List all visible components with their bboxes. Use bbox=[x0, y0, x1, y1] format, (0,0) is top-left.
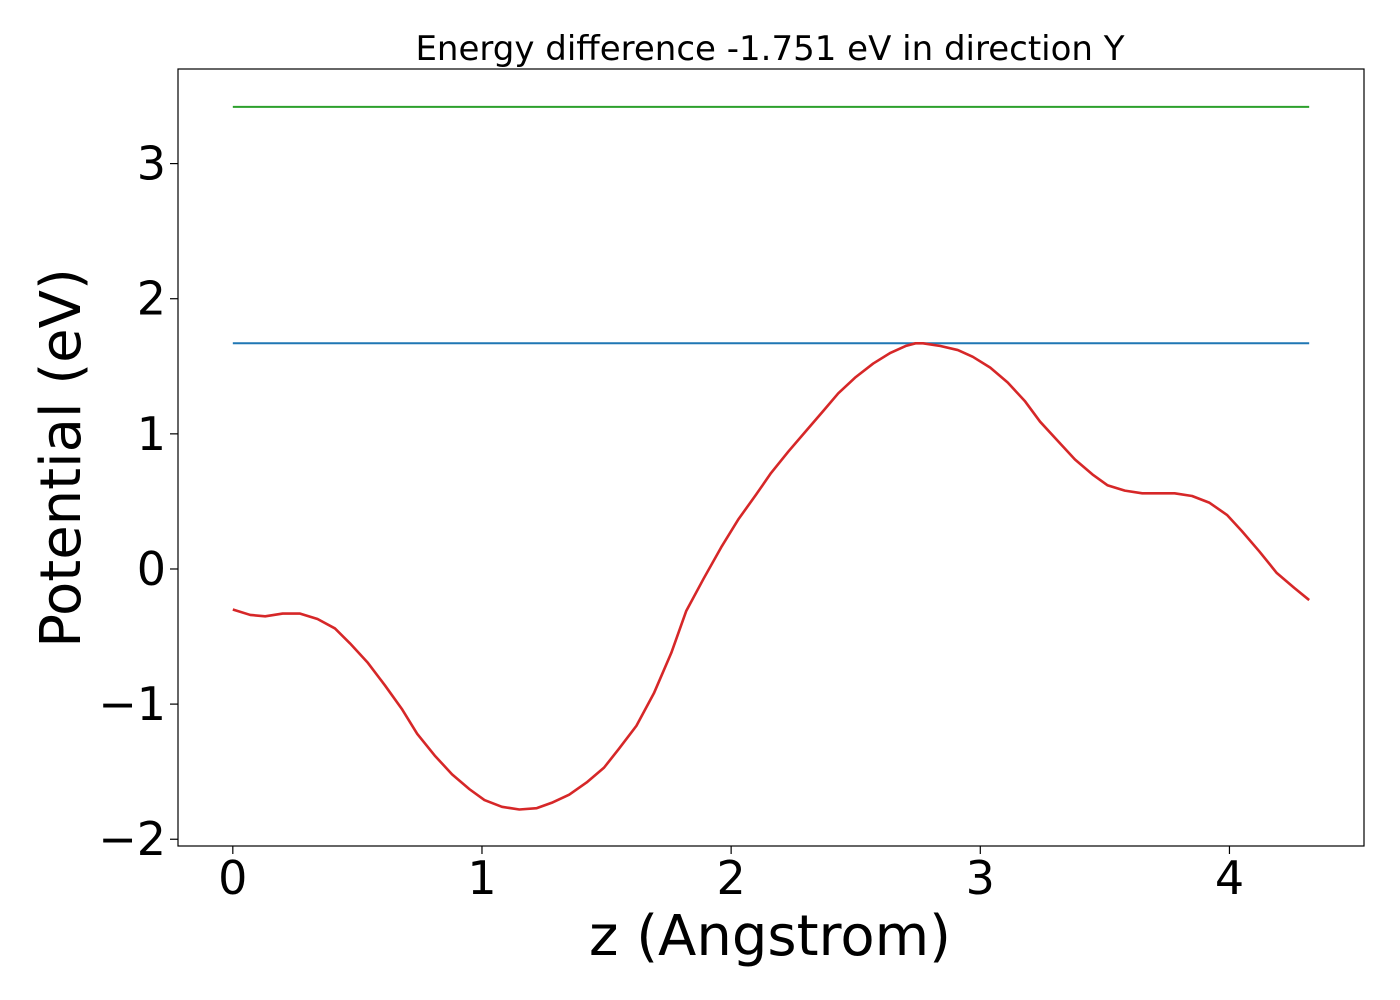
series-layer bbox=[232, 105, 1311, 811]
x-tick-label: 2 bbox=[716, 851, 745, 905]
chart-title: Energy difference -1.751 eV in direction… bbox=[415, 29, 1124, 69]
y-tick-label: 3 bbox=[137, 137, 166, 191]
y-tick-label: −1 bbox=[98, 677, 166, 731]
series-line-2 bbox=[232, 342, 1311, 811]
x-tick-label: 1 bbox=[467, 851, 496, 905]
y-axis-ticks: −2 −1 0 1 2 3 bbox=[98, 137, 178, 866]
plot-frame bbox=[177, 68, 1365, 847]
x-tick-label: 4 bbox=[1215, 851, 1244, 905]
y-tick-label: 0 bbox=[137, 542, 166, 596]
y-tick-label: −2 bbox=[98, 812, 166, 866]
x-axis-label: z (Angstrom) bbox=[589, 904, 951, 969]
x-tick-label: 3 bbox=[966, 851, 995, 905]
x-axis-ticks: 0 1 2 3 4 bbox=[218, 846, 1244, 905]
x-tick-label: 0 bbox=[218, 851, 247, 905]
y-tick-label: 2 bbox=[137, 272, 166, 326]
y-axis-label: Potential (eV) bbox=[29, 268, 94, 648]
y-tick-label: 1 bbox=[137, 407, 166, 461]
